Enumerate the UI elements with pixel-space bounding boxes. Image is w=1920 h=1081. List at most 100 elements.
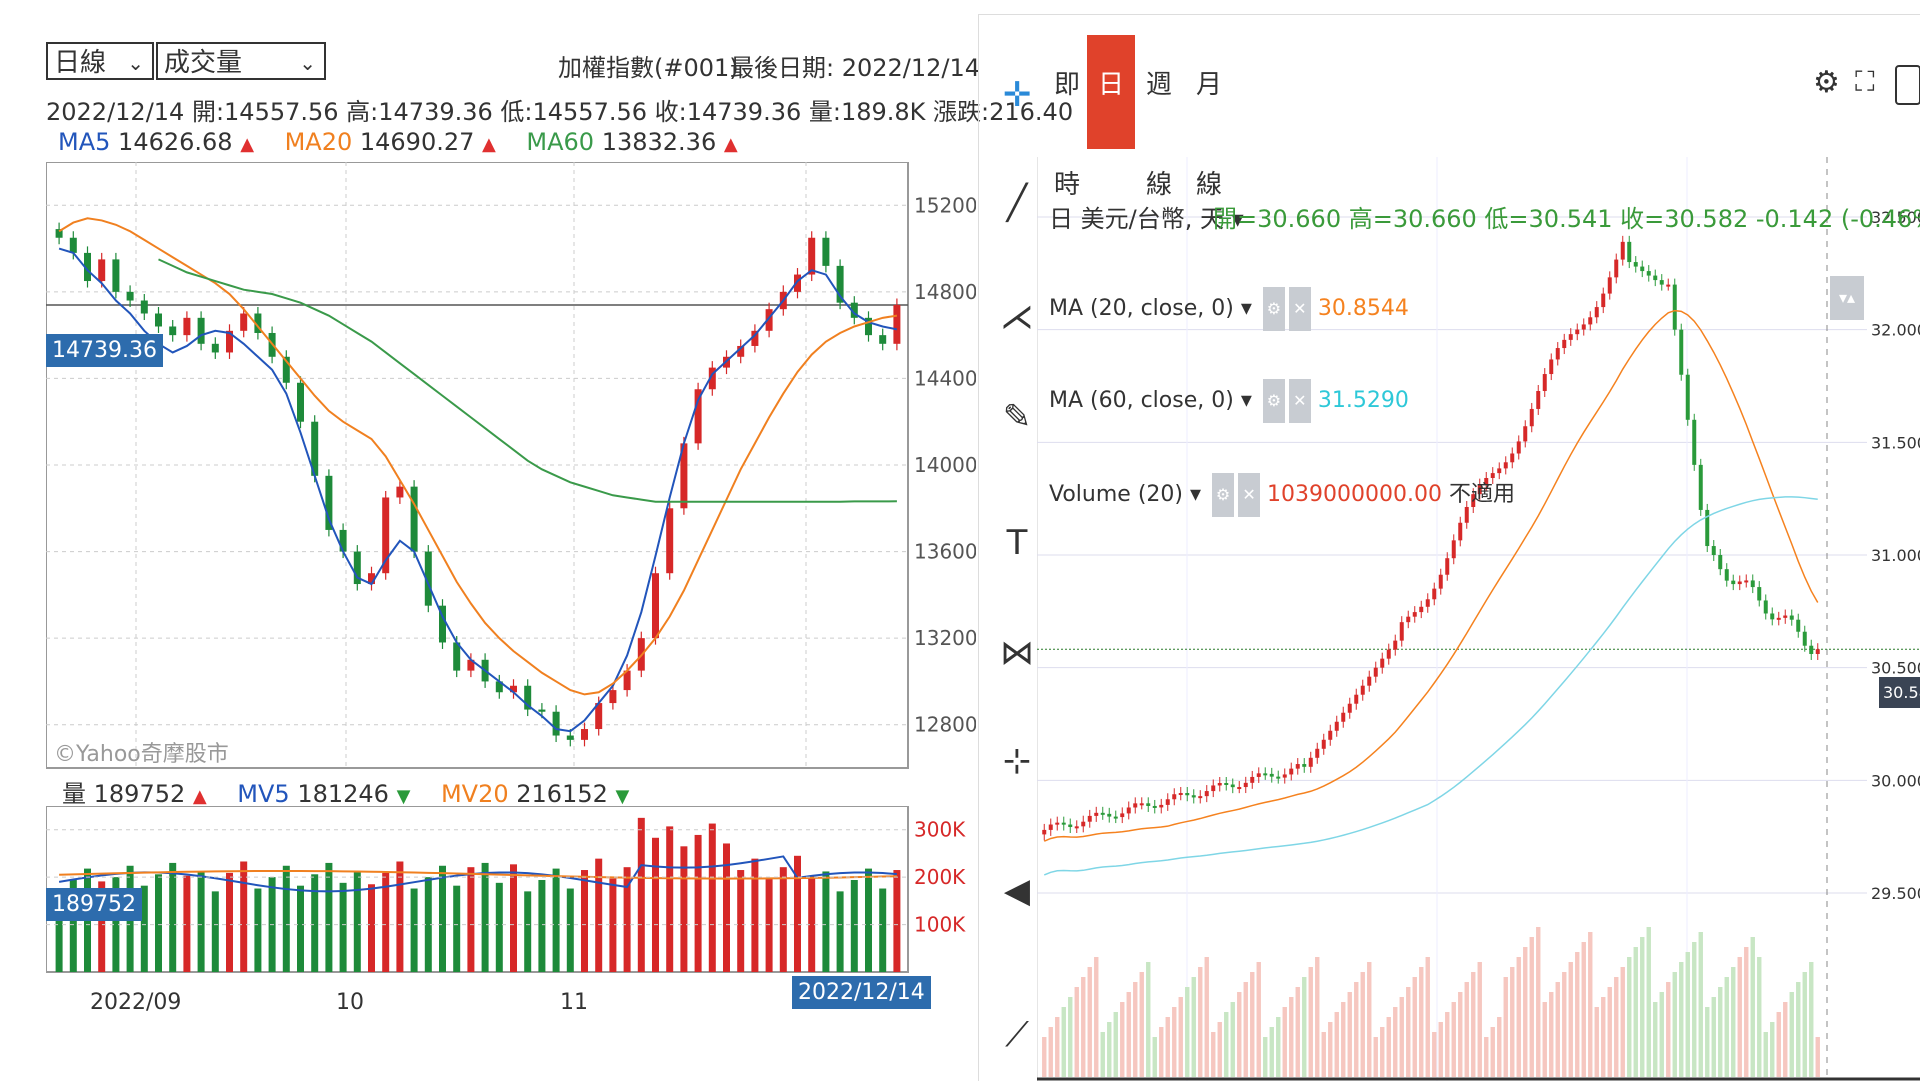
tab-daily[interactable]: 日線 bbox=[1087, 35, 1135, 200]
volume-bar bbox=[1718, 987, 1723, 1077]
candle-body bbox=[1627, 241, 1632, 263]
volume-bar bbox=[737, 870, 745, 972]
camera-icon[interactable] bbox=[1895, 65, 1920, 105]
volume-bar bbox=[1094, 957, 1099, 1077]
fx-chart[interactable]: 29.500 30.000 30.500 31.000 31.500 32.000 32.5… bbox=[1037, 157, 1920, 1081]
fullscreen-icon[interactable]: ⛶ bbox=[1855, 65, 1875, 98]
crosshair-icon[interactable]: ✛ bbox=[1002, 75, 1032, 115]
candle-body bbox=[1594, 307, 1599, 318]
close-icon[interactable]: ✕ bbox=[1288, 287, 1311, 331]
price-chart[interactable]: 12800 13200 13600 14000 14400 14800 15200 bbox=[46, 162, 976, 770]
volume-bar bbox=[1789, 992, 1794, 1077]
volume-bar bbox=[808, 875, 816, 972]
volume-bar bbox=[183, 875, 191, 972]
volume-bar bbox=[481, 862, 489, 972]
measure-icon[interactable]: ⊹ bbox=[1002, 741, 1032, 781]
gear-icon[interactable]: ⚙ bbox=[1262, 379, 1285, 423]
tab-realtime[interactable]: 即時 bbox=[1053, 70, 1080, 200]
candle-body bbox=[708, 367, 716, 390]
quote-line: 2022/12/14 開:14557.56 高:14739.36 低:14557… bbox=[46, 98, 1074, 126]
candle-body bbox=[737, 345, 745, 357]
pen-icon[interactable]: ✎ bbox=[1002, 397, 1032, 437]
candle-body bbox=[1776, 617, 1781, 620]
fx-header[interactable]: 日 美元/台幣, 天 ▾ bbox=[1049, 205, 1244, 233]
candle-body bbox=[424, 551, 432, 606]
candle-body bbox=[1321, 739, 1326, 749]
y-tick-label: 14800 bbox=[914, 280, 976, 304]
indicator-select[interactable]: 成交量 ⌄ bbox=[156, 42, 326, 80]
close-icon[interactable]: ✕ bbox=[1288, 379, 1311, 423]
ma60-row-label[interactable]: MA (60, close, 0) ▾ bbox=[1049, 388, 1252, 413]
tab-monthly[interactable]: 月線 bbox=[1195, 70, 1222, 200]
candle-body bbox=[282, 356, 290, 383]
volume-chart[interactable]: 100K 200K 300K bbox=[46, 806, 976, 974]
volume-row-note: 不適用 bbox=[1448, 482, 1515, 507]
volume-bar bbox=[140, 885, 148, 972]
back-icon[interactable]: ◀ bbox=[1003, 871, 1031, 911]
candle-body bbox=[1464, 506, 1469, 523]
volume-bar bbox=[1672, 972, 1677, 1077]
chart-title: 加權指數(#001) bbox=[558, 54, 739, 82]
series-ma60-line bbox=[158, 258, 897, 503]
volume-bar bbox=[1055, 1017, 1060, 1077]
ruler-icon[interactable]: ⟋ bbox=[1005, 1015, 1029, 1055]
candle-body bbox=[1412, 612, 1417, 617]
tab-weekly[interactable]: 週線 bbox=[1145, 70, 1172, 200]
volume-bar bbox=[1295, 987, 1300, 1077]
volume-bar bbox=[1211, 1032, 1216, 1077]
fib-icon[interactable]: ⋌ bbox=[1000, 297, 1034, 337]
period-select-value: 日線 bbox=[54, 48, 107, 78]
ma5-value: 14626.68 bbox=[118, 128, 233, 156]
close-icon[interactable]: ✕ bbox=[1238, 473, 1261, 517]
mv20-line bbox=[59, 869, 897, 880]
candle-body bbox=[1555, 348, 1560, 360]
candle-body bbox=[666, 508, 674, 574]
period-select[interactable]: 日線 ⌄ bbox=[46, 42, 154, 80]
volume-bar bbox=[822, 871, 830, 972]
gear-icon[interactable]: ⚙ bbox=[1212, 473, 1235, 517]
pattern-icon[interactable]: ⋈ bbox=[1000, 633, 1034, 673]
candle-body bbox=[1269, 773, 1274, 777]
candle-body bbox=[1542, 374, 1547, 392]
volume-bar bbox=[1503, 977, 1508, 1077]
candle-body bbox=[1159, 804, 1164, 808]
volume-bar bbox=[1048, 1027, 1053, 1077]
candle-body bbox=[680, 443, 688, 509]
fx-price-tag: 30.582 bbox=[1879, 677, 1920, 708]
candle-body bbox=[1744, 580, 1749, 583]
candle-body bbox=[1549, 359, 1554, 375]
gear-icon[interactable]: ⚙ bbox=[1262, 287, 1285, 331]
candle-body bbox=[1490, 473, 1495, 478]
volume-bar bbox=[836, 891, 844, 972]
line-icon[interactable]: ╱ bbox=[1006, 183, 1028, 223]
volume-bar bbox=[765, 878, 773, 972]
candle-body bbox=[1367, 676, 1372, 686]
collapse-legend-button[interactable]: ▾▴ bbox=[1830, 276, 1864, 320]
volume-bar bbox=[353, 871, 361, 972]
gear-icon[interactable]: ⚙ bbox=[1813, 65, 1840, 100]
candle-body bbox=[1679, 329, 1684, 375]
volume-bar bbox=[680, 846, 688, 972]
candle-body bbox=[1536, 391, 1541, 409]
right-chart-panel: 即時 日線 週線 月線 ⚙ ⛶ ✛ ╱ ⋌ ✎ T ⋈ ⊹ ◀ ⟋ 29.500… bbox=[978, 14, 1920, 1081]
mv20-down-icon: ▼ bbox=[615, 786, 630, 807]
candle-body bbox=[1224, 783, 1229, 786]
y-tick-label: 29.500 bbox=[1871, 884, 1920, 903]
volume-bar bbox=[1458, 992, 1463, 1077]
volume-bar bbox=[694, 834, 702, 972]
volume-bar bbox=[1796, 982, 1801, 1077]
volume-bar bbox=[1100, 1032, 1105, 1077]
candle-body bbox=[1243, 782, 1248, 788]
volume-bar bbox=[595, 858, 603, 972]
mv5-label: MV5 bbox=[237, 780, 290, 808]
volume-bar bbox=[1523, 947, 1528, 1077]
volume-row-label[interactable]: Volume (20) ▾ bbox=[1049, 482, 1202, 507]
text-icon[interactable]: T bbox=[1006, 523, 1028, 563]
volume-bar bbox=[1698, 932, 1703, 1077]
candle-body bbox=[1425, 599, 1430, 607]
volume-bar bbox=[1802, 972, 1807, 1077]
volume-bar bbox=[1763, 1032, 1768, 1077]
volume-bar bbox=[254, 888, 262, 972]
ma20-row-label[interactable]: MA (20, close, 0) ▾ bbox=[1049, 296, 1252, 321]
candle-body bbox=[1256, 773, 1261, 777]
